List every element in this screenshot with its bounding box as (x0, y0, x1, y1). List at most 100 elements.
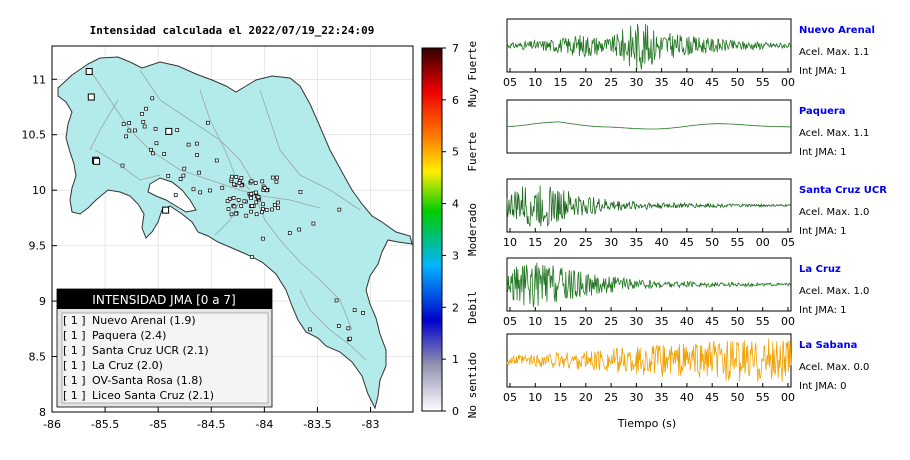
seismogram-tick-label: 00 (756, 236, 770, 249)
network-station-dot (237, 181, 242, 185)
gulf-of-nicoya (147, 177, 197, 213)
seismogram-tick-label: 35 (655, 76, 669, 89)
seismogram-tick-label: 55 (730, 236, 744, 249)
seismogram-tick-label: 30 (629, 391, 643, 404)
network-station-dot (265, 188, 269, 193)
legend-title: INTENSIDAD JMA [0 a 7] (92, 293, 235, 307)
seismogram-panel: 10 15 20 25 30 35 40 45 50 55 00 05 Santa Cruz UCR Ac… (503, 178, 887, 249)
map-legend: INTENSIDAD JMA [0 a 7] [ 1 ] Nuevo Arenal… (56, 288, 273, 408)
legend-item-name: Liceo Santa Cruz (2.1) (92, 389, 214, 402)
seismogram-panel: 05 10 15 20 25 30 35 40 45 50 55 00 Nuevo Arenal Acel… (503, 18, 875, 89)
station-name: La Sabana (799, 340, 857, 351)
network-station-dot (242, 199, 247, 204)
network-station-dot (270, 207, 274, 212)
colorbar-gradient (421, 47, 443, 412)
legend-item-level: [ 1 ] (63, 374, 86, 387)
network-station-dot (287, 231, 292, 235)
seismogram-tick-label: 05 (781, 236, 795, 249)
network-station-dot (231, 182, 236, 187)
seismogram-tick-label: 20 (579, 315, 593, 328)
seismogram-tick-label: 50 (730, 391, 744, 404)
map-ytick-label: 8.5 (29, 351, 47, 364)
network-station-dot (178, 177, 183, 181)
network-station-dot (274, 179, 279, 184)
network-station-dot (144, 106, 148, 111)
seismogram-tick-label: 25 (579, 236, 593, 249)
station-accel: Acel. Max. 1.0 (799, 207, 869, 218)
costa-rica-land (57, 56, 413, 410)
colorbar-tick-label: 2 (452, 301, 459, 314)
network-station-dot (348, 336, 352, 341)
network-station-dot (227, 197, 232, 201)
seismogram-panels: 05 10 15 20 25 30 35 40 45 50 55 00 Nuevo Arenal Acel… (503, 18, 887, 404)
colorbar-category-label: Debil (466, 291, 479, 324)
legend-item-level: [ 1 ] (63, 329, 86, 342)
station-accel: Acel. Max. 1.1 (799, 47, 869, 58)
map-frame (51, 45, 414, 413)
time-axis-label: Tiempo (s) (617, 417, 676, 430)
network-station-dot (298, 190, 303, 194)
network-station-dot (229, 212, 234, 217)
station-name: Nuevo Arenal (799, 25, 875, 36)
network-station-dot (127, 128, 132, 133)
network-station-dot (127, 121, 132, 125)
waveform-trace (506, 262, 791, 308)
network-station-dot (260, 210, 264, 215)
network-station-dot (141, 120, 146, 124)
legend-item-name: Paquera (2.4) (92, 329, 166, 342)
map-xtick-label: -84.5 (197, 418, 225, 431)
seismogram-panel: Paquera Acel. Max. 1.1 Int JMA: 1 (506, 99, 869, 158)
network-station-dot (249, 196, 253, 200)
seismogram-tick-label: 45 (705, 391, 719, 404)
seismogram-tick-label: 25 (604, 391, 618, 404)
seismogram-tick-label: 35 (655, 391, 669, 404)
seismogram-tick-label: 40 (680, 76, 694, 89)
station-marker (162, 206, 170, 214)
seismogram-tick-label: 40 (680, 391, 694, 404)
colorbar-tick-label: 5 (452, 146, 459, 159)
seismogram-panel: 05 10 15 20 25 30 35 40 45 50 55 00 La Cruz Acel. Max… (503, 257, 869, 328)
network-station-dot (352, 308, 357, 312)
network-station-dot (261, 202, 265, 207)
network-station-dot (308, 327, 312, 332)
seismogram-tick-label: 15 (554, 391, 568, 404)
network-station-dot (124, 134, 129, 139)
network-station-dot (261, 236, 265, 241)
colorbar-category-label: Moderado (466, 203, 479, 256)
network-station-dot (260, 179, 265, 184)
map-axis-ticks: -86 -85.5 -85 -84.5 -84 -83.5 -83 11 10.5 10 9.5 9 8… (22, 73, 380, 431)
seismogram-tick-label: 30 (629, 76, 643, 89)
network-station-dot (162, 152, 166, 156)
network-station-dot (276, 200, 280, 205)
seismogram-tick-label: 05 (503, 391, 517, 404)
network-station-dot (186, 142, 191, 147)
colorbar-tick-label: 4 (452, 198, 459, 211)
network-station-dot (272, 203, 277, 207)
network-station-dot (230, 174, 234, 179)
network-station-dot (244, 213, 249, 218)
map-xtick-label: -85.5 (91, 418, 119, 431)
network-station-dot (234, 175, 239, 179)
waveform-trace (506, 185, 792, 228)
seismogram-panel: 05 10 15 20 25 30 35 40 45 50 55 00 La Sabana Acel. M… (503, 333, 869, 404)
station-intensity: Int JMA: 0 (799, 381, 847, 392)
network-station-dot (197, 170, 201, 175)
network-station-dot (120, 163, 125, 168)
station-marker (87, 93, 95, 101)
seismogram-tick-label: 55 (756, 391, 770, 404)
colorbar-ticks: 0 1 2 3 4 5 6 7 (442, 42, 459, 418)
seismogram-tick-label: 00 (781, 315, 795, 328)
map-ytick-label: 10 (32, 184, 46, 197)
legend-items: [ 1 ] Nuevo Arenal (1.9) [ 1 ] Paquera (2.4… (63, 314, 214, 402)
map-xtick-label: -84 (255, 418, 273, 431)
legend-header (57, 289, 272, 309)
map-xtick-label: -83.5 (303, 418, 331, 431)
network-station-dot (195, 153, 199, 157)
map-ytick-label: 11 (32, 73, 46, 86)
seismogram-tick-label: 20 (554, 236, 568, 249)
network-station-dot (276, 205, 280, 210)
network-station-dot (214, 158, 219, 163)
seismogram-tick-label: 10 (528, 315, 542, 328)
station-intensity: Int JMA: 1 (799, 147, 847, 158)
network-station-dot (151, 151, 155, 156)
